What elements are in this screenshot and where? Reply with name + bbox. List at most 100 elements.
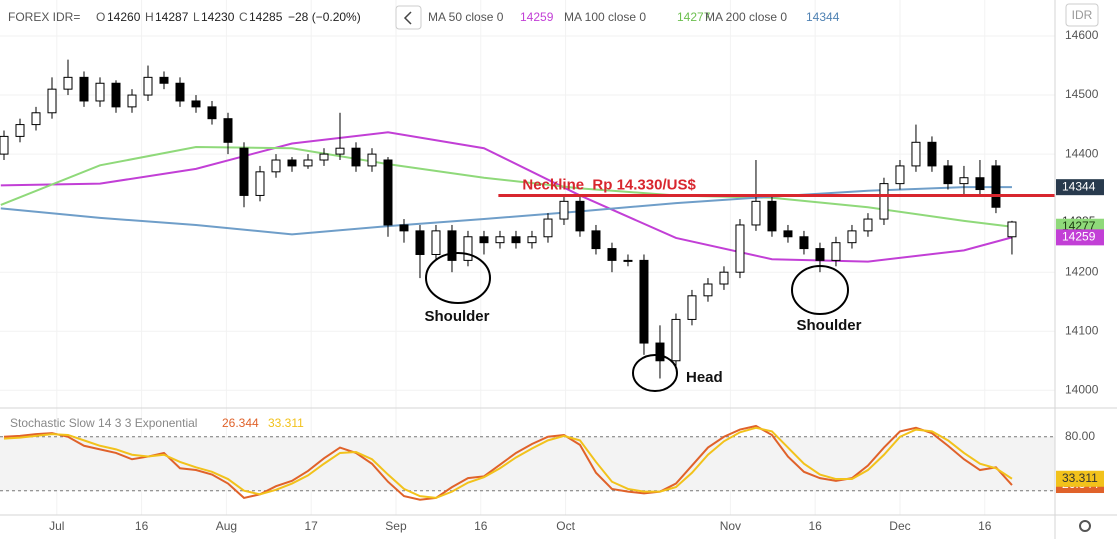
y-tick-label: 14400 [1065, 146, 1099, 160]
y-tick-label: 14000 [1065, 382, 1099, 396]
indicator-value: 26.344 [222, 416, 259, 430]
ohlc-value: 14260 [107, 10, 141, 24]
ohlc-value: 14287 [155, 10, 189, 24]
candle-body [303, 159, 313, 167]
annotation: Shoulder [424, 308, 489, 325]
candle-body [79, 76, 89, 102]
symbol: FOREX IDR= [8, 10, 80, 24]
candle-body [799, 236, 809, 250]
annotation: Shoulder [796, 317, 861, 334]
candle-body [447, 230, 457, 261]
candle-body [383, 159, 393, 226]
price-tag [1056, 229, 1104, 246]
y-tick-label: 14500 [1065, 87, 1099, 101]
x-tick-label: 16 [474, 519, 488, 533]
candle-body [879, 183, 889, 220]
settings-button[interactable] [1079, 520, 1091, 532]
currency-button[interactable]: IDR [1065, 3, 1099, 27]
x-tick-label: Dec [889, 519, 910, 533]
x-tick-label: Nov [720, 519, 741, 533]
gear-icon[interactable] [1079, 520, 1091, 532]
candle-body [911, 141, 921, 167]
candle-body [415, 230, 425, 255]
price-tag-label: 14344 [1062, 179, 1096, 193]
currency-label[interactable]: IDR [1072, 8, 1093, 22]
button-frame[interactable] [395, 5, 422, 30]
x-tick-label: Jul [49, 519, 64, 533]
candle-body [735, 224, 745, 273]
ma-legend-value: 14344 [806, 10, 840, 24]
price-tag-label: 14259 [1062, 230, 1096, 244]
candle-body [479, 236, 489, 244]
collapse-button[interactable] [395, 5, 422, 30]
shoulder-circle [425, 252, 491, 304]
candle-body [895, 165, 905, 185]
ma-legend-value: 14259 [520, 10, 554, 24]
x-tick-label: 16 [808, 519, 822, 533]
candle-body [223, 118, 233, 143]
ma-legend: MA 100 close 0 [564, 10, 646, 24]
candle-body [159, 76, 169, 84]
candle-body [191, 100, 201, 108]
candle-body [1007, 221, 1017, 238]
ma-legend: MA 50 close 0 [428, 10, 504, 24]
candle-body [31, 112, 41, 126]
candle-body [703, 283, 713, 297]
candle-body [543, 218, 553, 238]
candle-body [239, 147, 249, 196]
candle-body [319, 153, 329, 161]
candle-body [671, 318, 681, 362]
chevron-icon [403, 11, 412, 25]
candle-body [719, 271, 729, 285]
candle-body [943, 165, 953, 185]
candle-body [367, 153, 377, 167]
ohlc-value: 14230 [201, 10, 235, 24]
candle-body [287, 159, 297, 167]
y-tick-label: 80.00 [1065, 429, 1095, 443]
x-tick-label: 16 [135, 519, 149, 533]
candle-body [655, 342, 665, 362]
candle-body [15, 124, 25, 137]
candle-body [95, 82, 105, 102]
candle-body [127, 94, 137, 108]
x-tick-label: 17 [305, 519, 319, 533]
candle-body [751, 200, 761, 226]
candle-body [607, 248, 617, 261]
candle-body [47, 88, 57, 114]
shoulder-circle [791, 265, 849, 315]
candle-body [0, 135, 9, 155]
candle-body [767, 200, 777, 232]
ohlc-label: C [239, 10, 248, 24]
candle-body [143, 76, 153, 96]
ohlc-label: H [145, 10, 154, 24]
stochastic-band [0, 436, 1055, 491]
neckline-label: Neckline Rp 14.330/US$ [522, 176, 696, 193]
candle-body [863, 218, 873, 232]
candle-body [591, 230, 601, 250]
change: −28 (−0.20%) [288, 10, 361, 24]
y-tick-label: 14100 [1065, 323, 1099, 337]
y-tick-label: 14600 [1065, 28, 1099, 42]
x-tick-label: 16 [978, 519, 992, 533]
ma-legend: MA 200 close 0 [705, 10, 787, 24]
candle-body [431, 230, 441, 255]
ma-line [0, 131, 1013, 263]
candle-body [399, 224, 409, 232]
candle-body [847, 230, 857, 244]
candle-body [815, 248, 825, 261]
candle-body [63, 76, 73, 90]
candle-body [783, 230, 793, 238]
price-tag [1056, 470, 1104, 487]
ma-legend-value: 14277 [677, 10, 711, 24]
candle-body [927, 141, 937, 167]
price-tag-label: 33.311 [1062, 471, 1098, 485]
button-frame[interactable] [1065, 3, 1099, 27]
candle-body [991, 165, 1001, 208]
candle-body [687, 295, 697, 320]
annotation: Head [686, 369, 723, 386]
x-tick-label: Sep [385, 519, 407, 533]
candle-body [975, 177, 985, 191]
head-circle [632, 354, 678, 392]
y-tick-label: 14200 [1065, 264, 1099, 278]
